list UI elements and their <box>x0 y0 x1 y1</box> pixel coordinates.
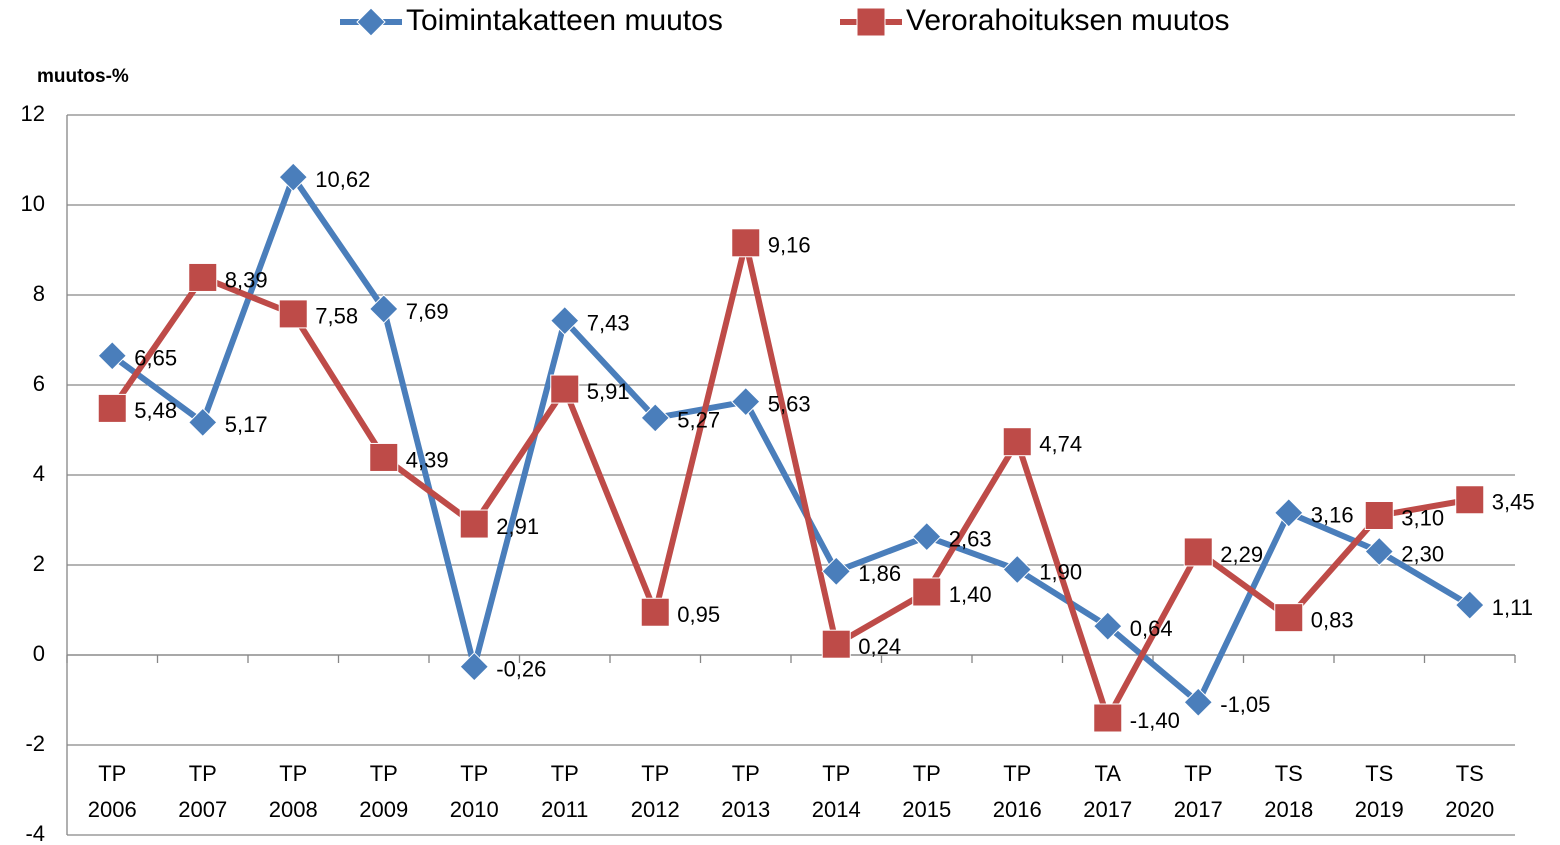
point <box>1002 427 1032 457</box>
point <box>912 577 942 607</box>
data-label: -1,05 <box>1220 692 1270 717</box>
data-label: 0,83 <box>1311 607 1354 632</box>
point <box>1093 703 1123 733</box>
y-tick-label: 4 <box>33 461 45 486</box>
data-label: 10,62 <box>315 167 370 192</box>
data-label: 7,43 <box>587 310 630 335</box>
point <box>731 386 761 417</box>
data-label: 5,63 <box>768 391 811 416</box>
point <box>550 305 580 336</box>
point <box>1455 590 1485 620</box>
data-label: 0,95 <box>677 602 720 627</box>
y-tick-label: 10 <box>21 191 45 216</box>
legend-label: Toimintakatteen muutos <box>406 4 723 37</box>
data-label: 4,39 <box>406 447 449 472</box>
point <box>1274 603 1304 633</box>
data-label: 1,11 <box>1492 595 1533 620</box>
point <box>278 162 308 192</box>
point <box>640 403 670 433</box>
x-tick-label: TP 2008 <box>269 761 318 822</box>
data-label: 9,16 <box>768 233 811 258</box>
x-tick-label: TP 2006 <box>88 761 137 822</box>
point <box>369 442 399 472</box>
point <box>188 262 218 292</box>
x-tick-label: TA 2017 <box>1083 761 1132 822</box>
series-line <box>110 174 1472 706</box>
legend-marker <box>356 7 386 37</box>
data-label: 1,40 <box>949 582 992 607</box>
point <box>459 509 489 539</box>
point <box>97 341 127 371</box>
point <box>369 294 399 324</box>
data-label: 8,39 <box>225 267 268 292</box>
x-tick-label: TP 2011 <box>541 761 588 822</box>
x-tick-label: TP 2009 <box>359 761 408 822</box>
y-tick-label: 0 <box>33 641 45 666</box>
legend-label: Verorahoituksen muutos <box>906 4 1230 37</box>
point <box>1364 536 1394 567</box>
point <box>1455 485 1485 515</box>
x-tick-label: TP 2007 <box>178 761 227 822</box>
data-label: -1,40 <box>1130 708 1180 733</box>
x-tick-label: TP 2015 <box>902 761 951 822</box>
point <box>1002 554 1032 585</box>
y-tick-label: 6 <box>33 371 45 396</box>
x-tick-label: TP 2012 <box>631 761 680 822</box>
data-label: 7,69 <box>406 299 449 324</box>
y-tick-label: 8 <box>33 281 45 306</box>
point <box>1183 537 1213 567</box>
data-label: 6,65 <box>134 346 177 371</box>
data-label: 0,24 <box>858 634 901 659</box>
point <box>278 299 308 329</box>
data-label: 0,64 <box>1130 616 1173 641</box>
y-tick-label: -2 <box>25 731 45 756</box>
data-label: 1,90 <box>1039 559 1082 584</box>
y-tick-label: 12 <box>21 101 45 126</box>
data-label: 7,58 <box>315 304 358 329</box>
point <box>459 651 489 682</box>
x-tick-label: TP 2016 <box>993 761 1042 822</box>
point <box>97 393 127 423</box>
data-label: 4,74 <box>1039 432 1082 457</box>
point <box>1274 498 1304 528</box>
series-line <box>109 239 1471 721</box>
data-label: 5,27 <box>677 408 720 433</box>
point <box>188 407 218 438</box>
x-tick-label: TP 2010 <box>450 761 499 822</box>
x-tick-label: TP 2017 <box>1174 761 1223 822</box>
data-label: 5,91 <box>587 379 630 404</box>
data-label: 1,86 <box>858 561 901 586</box>
data-label: 2,63 <box>949 526 992 551</box>
x-tick-label: TP 2014 <box>812 761 861 822</box>
x-tick-label: TP 2013 <box>721 761 770 822</box>
y-tick-label: -4 <box>25 821 45 845</box>
point <box>821 556 851 587</box>
point <box>550 374 580 404</box>
point <box>640 597 670 627</box>
data-label: 2,29 <box>1220 542 1263 567</box>
data-label: 3,16 <box>1311 503 1354 528</box>
y-tick-label: 2 <box>33 551 45 576</box>
point <box>1093 611 1123 641</box>
data-label: -0,26 <box>496 657 546 682</box>
point <box>912 521 942 552</box>
point <box>821 629 851 659</box>
point <box>1364 501 1394 530</box>
point <box>1183 687 1213 717</box>
data-label: 2,91 <box>496 514 539 539</box>
x-tick-label: TS 2018 <box>1264 761 1313 822</box>
x-tick-label: TS 2019 <box>1355 761 1404 822</box>
data-label: 3,10 <box>1401 505 1444 530</box>
data-label: 5,48 <box>134 398 177 423</box>
data-label: 2,30 <box>1401 541 1444 566</box>
point <box>731 228 761 258</box>
data-label: 5,17 <box>225 412 268 437</box>
x-tick-label: TS 2020 <box>1445 761 1494 822</box>
legend-marker <box>856 7 886 37</box>
y-axis-label: muutos-% <box>37 66 129 87</box>
data-label: 3,45 <box>1492 490 1535 515</box>
